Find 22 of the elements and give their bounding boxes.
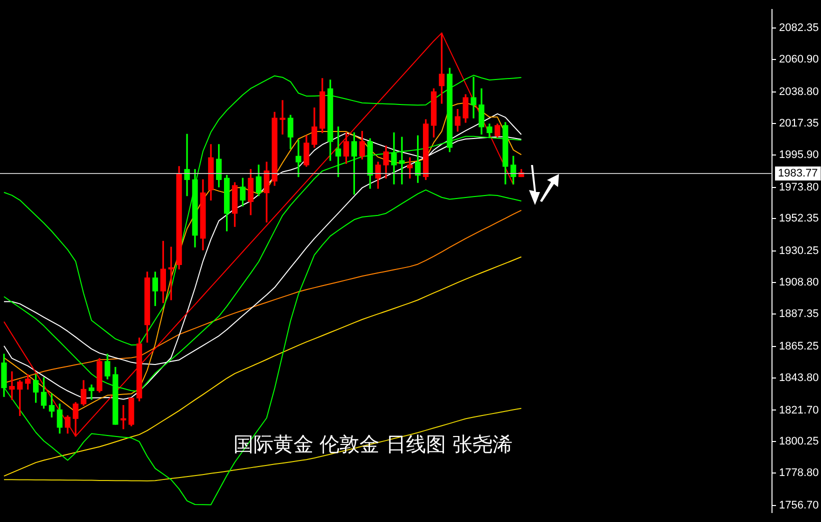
y-tick-label: 2017.35 — [779, 117, 819, 130]
y-tick-label: 1865.25 — [779, 340, 819, 352]
candlestick — [88, 384, 94, 400]
y-tick-label: 1800.25 — [779, 436, 819, 448]
candlestick — [9, 371, 15, 400]
y-tick-label: 2060.90 — [779, 54, 819, 66]
y-tick-label: 1756.70 — [779, 500, 819, 512]
y-tick-label: 2038.80 — [779, 86, 819, 98]
y-tick-label: 2082.35 — [779, 22, 819, 34]
candlestick — [184, 134, 190, 196]
y-tick-label: 1908.80 — [779, 276, 819, 289]
y-tick-label: 1778.80 — [779, 467, 819, 480]
y-tick-label: 1821.70 — [779, 404, 819, 416]
y-tick-label: 1843.80 — [779, 372, 819, 384]
y-tick-label: 1952.35 — [779, 212, 819, 225]
y-tick-label: 1930.25 — [779, 245, 819, 258]
y-tick-label: 1973.80 — [779, 181, 819, 194]
y-tick-label: 1887.35 — [779, 308, 819, 320]
y-tick-label: 1995.90 — [779, 148, 819, 161]
candlestick — [296, 140, 302, 178]
ref-line-label: 1983.77 — [778, 168, 818, 180]
candlestick — [280, 100, 286, 135]
